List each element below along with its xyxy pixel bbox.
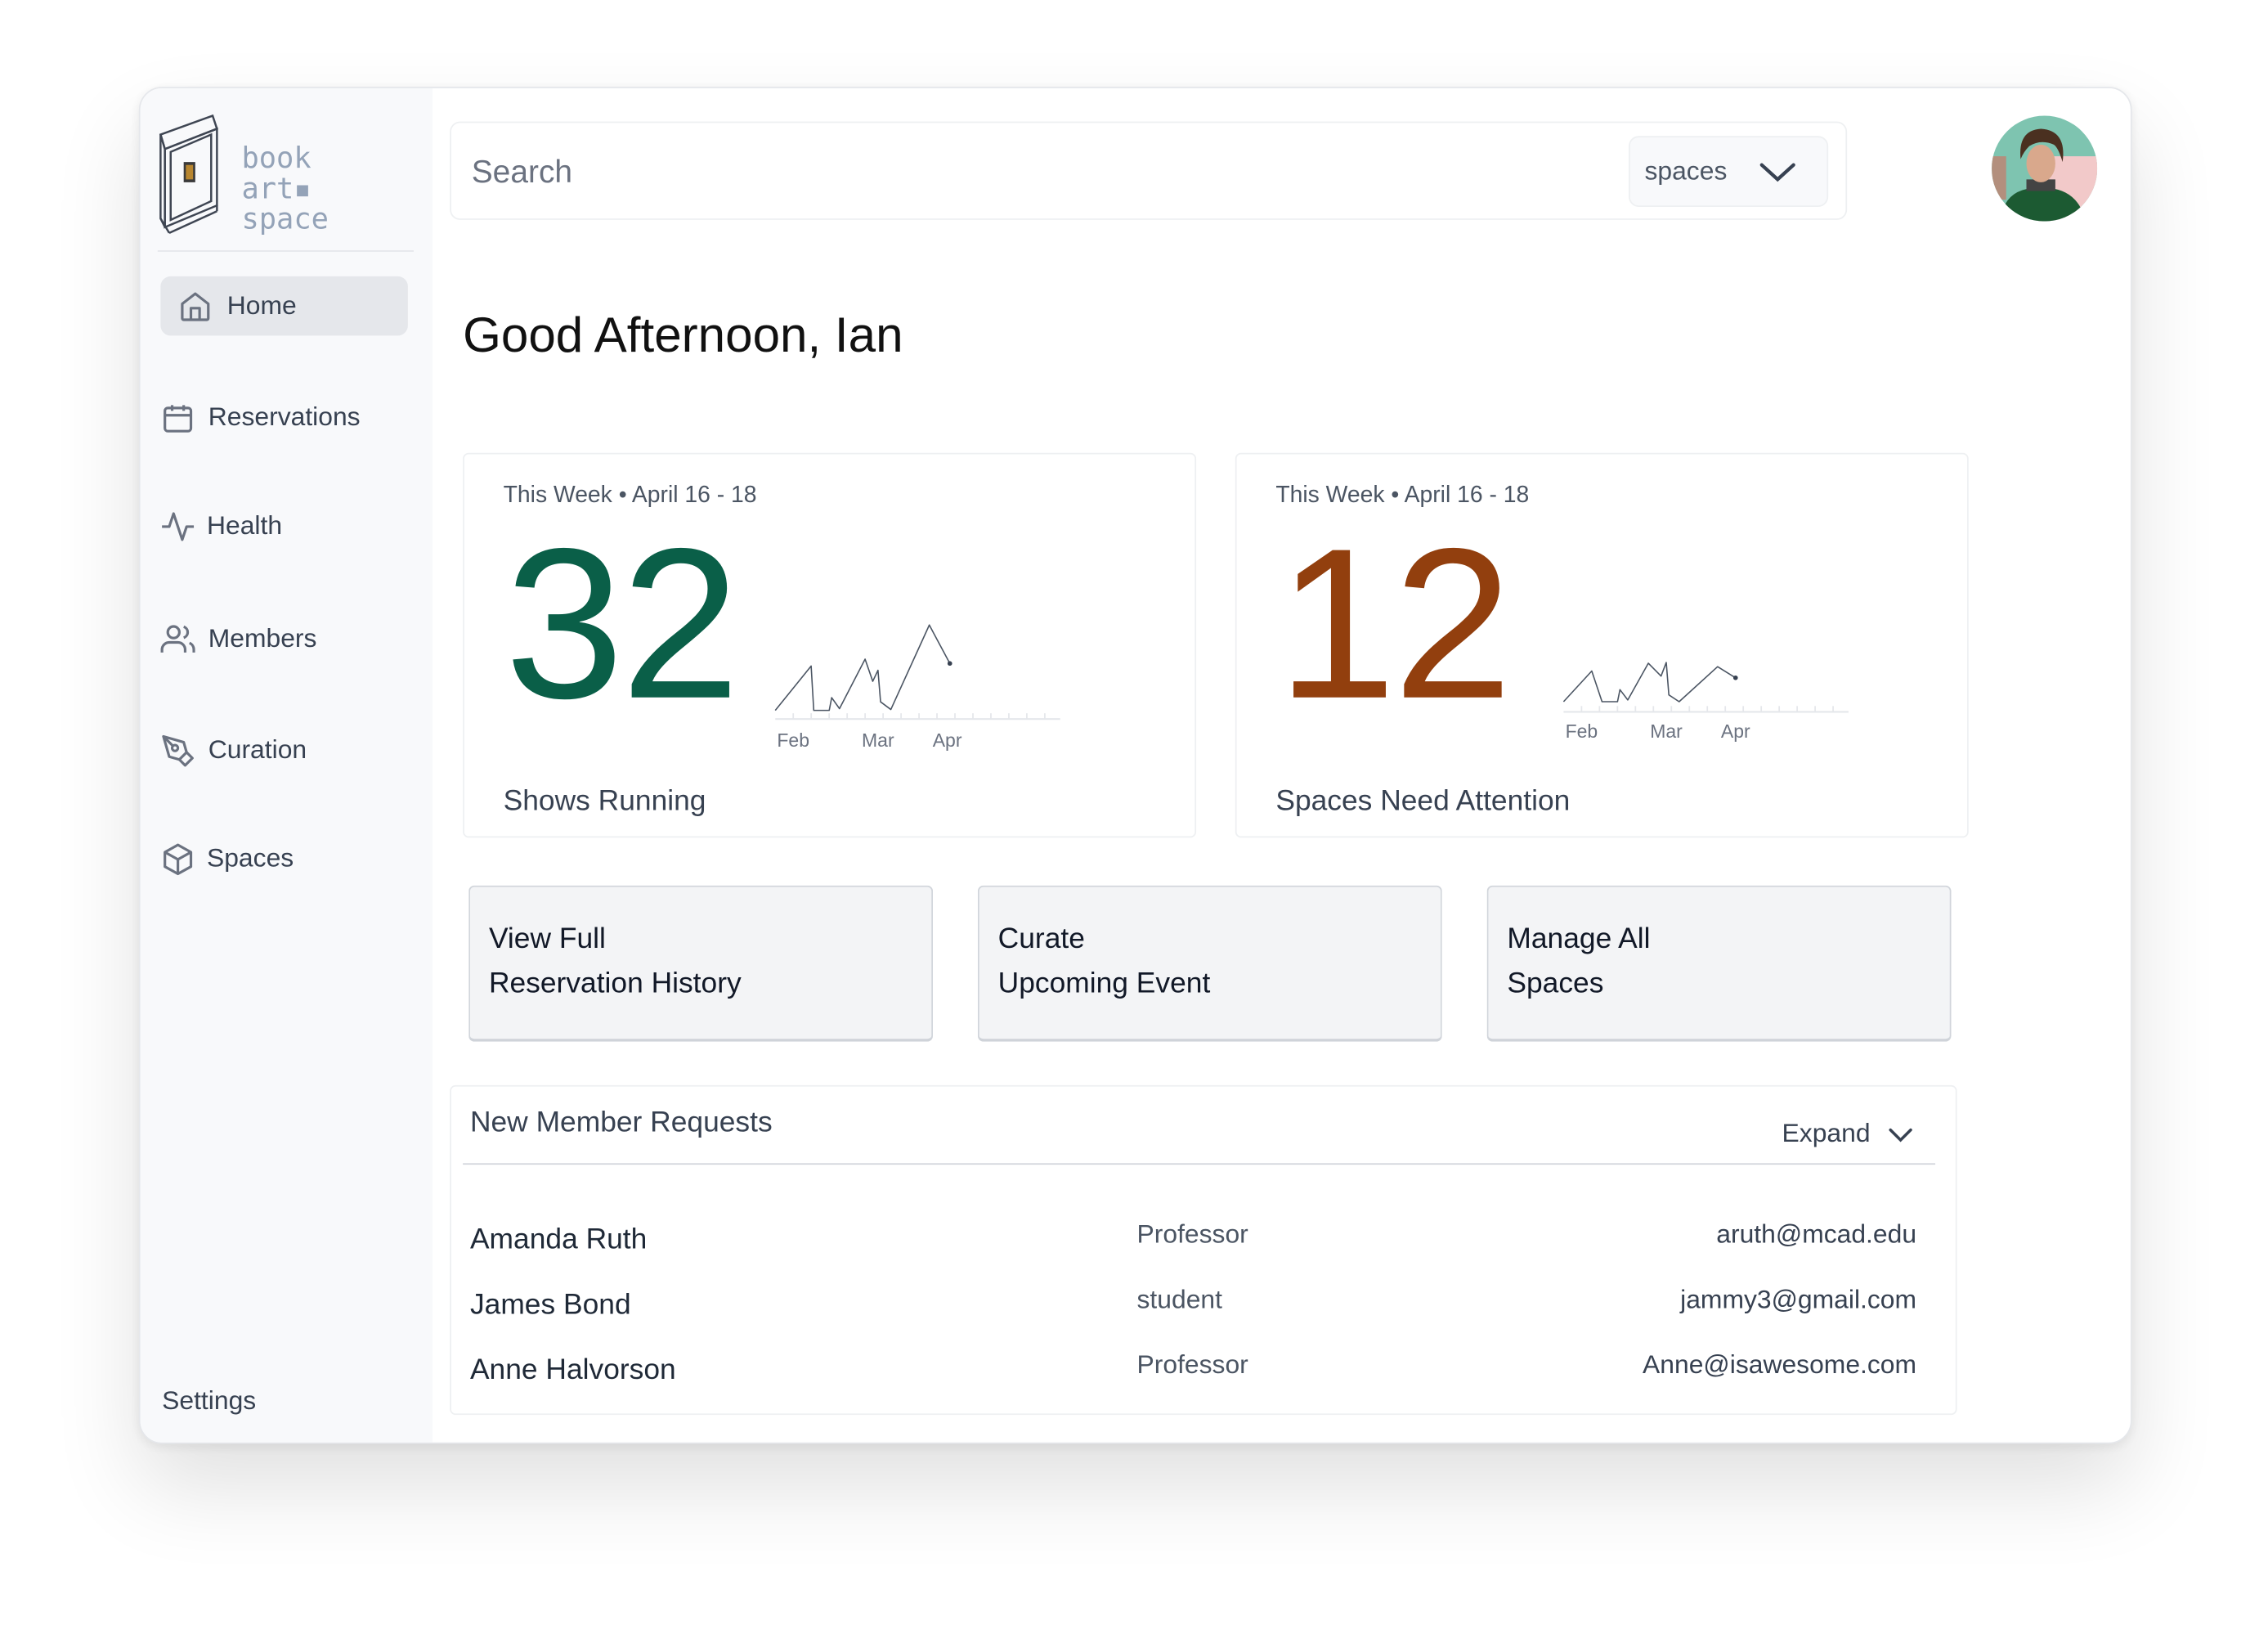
calendar-icon [164,404,193,432]
sidebar-item-label: Spaces [206,843,294,873]
button-label: View Full [488,922,606,955]
avatar[interactable] [1992,115,2098,222]
sidebar-item-label: Members [208,623,317,653]
manage-all-spaces-button[interactable]: Manage All Spaces [1486,885,1952,1042]
button-label: Upcoming Event [997,967,1211,1000]
search-bar: spaces [450,121,1848,222]
sidebar-item-label: Curation [208,734,307,765]
button-label: Manage All [1507,922,1651,955]
user-photo [1992,115,2098,222]
sidebar-item-curation[interactable]: Curation [143,720,391,780]
search-scope-dropdown[interactable]: spaces [1629,136,1829,207]
expand-label: Expand [1782,1118,1871,1147]
sidebar: book art▪ space Home Reservations Health… [140,88,433,1443]
users-icon [160,624,195,652]
book-frame-logo-icon [159,114,218,234]
member-email: Anne@isawesome.com [1643,1349,1917,1379]
member-email: aruth@mcad.edu [1716,1219,1917,1249]
panel-divider [463,1163,1936,1165]
panel-title: New Member Requests [469,1107,773,1139]
search-scope-value: spaces [1644,156,1728,186]
table-row[interactable]: Amanda Ruth Professor aruth@mcad.edu [451,1219,1956,1268]
sidebar-item-label: Health [206,510,283,540]
page-title: Good Afternoon, Ian [463,307,903,364]
logo-line: book [241,140,312,176]
table-row[interactable]: James Bond student jammy3@gmail.com [451,1285,1956,1332]
stat-card-attention[interactable]: This Week • April 16 - 18 12 Feb Mar Apr S… [1235,452,1969,838]
member-role: Professor [1136,1349,1248,1379]
button-label: Spaces [1507,967,1604,1000]
stat-label: Spaces Need Attention [1275,785,1571,818]
sparkline-line [774,624,951,712]
logo[interactable]: book art▪ space [158,114,404,236]
logo-line: art▪ [241,170,312,206]
logo-line: space [241,200,329,236]
sparkline-month-label: Mar [862,729,894,751]
pen-tool-icon [162,734,194,766]
sidebar-item-health[interactable]: Health [143,496,391,556]
chevron-down-icon [1759,162,1795,182]
app-window: book art▪ space Home Reservations Health… [138,87,2132,1444]
sparkline-chart: Feb Mar Apr [774,624,1060,751]
curate-upcoming-event-button[interactable]: Curate Upcoming Event [977,885,1442,1042]
expand-button[interactable]: Expand [1782,1119,1914,1149]
sparkline-month-label: Feb [1566,720,1598,742]
sidebar-item-reservations[interactable]: Reservations [143,388,391,447]
logo-wordmark: book art▪ space [241,140,329,236]
member-name: Anne Halvorson [469,1353,676,1386]
search-input[interactable] [468,123,1603,222]
sparkline-month-label: Apr [1721,720,1750,742]
sidebar-item-members[interactable]: Members [143,609,391,669]
member-role: Professor [1136,1219,1248,1249]
stat-value: 12 [1277,505,1513,744]
stat-card-shows[interactable]: This Week • April 16 - 18 32 Feb Mar Apr S… [463,452,1197,838]
home-icon [181,291,210,321]
sparkline-endpoint [947,661,952,667]
sidebar-item-label: Home [226,290,297,320]
chevron-down-icon [1889,1128,1912,1142]
stat-label: Shows Running [503,785,706,818]
member-email: jammy3@gmail.com [1680,1284,1917,1314]
sparkline-month-label: Mar [1650,720,1683,742]
box-icon [164,842,193,875]
sidebar-item-label: Reservations [208,402,361,432]
member-name: Amanda Ruth [469,1223,648,1256]
sidebar-item-home[interactable]: Home [160,276,408,336]
sparkline-month-label: Apr [933,729,962,751]
stat-period: This Week • April 16 - 18 [503,483,757,508]
sidebar-divider [157,250,414,252]
table-row[interactable]: Anne Halvorson Professor Anne@isawesome.… [451,1350,1956,1398]
stat-value: 32 [504,505,740,744]
member-name: James Bond [469,1289,631,1322]
view-reservation-history-button[interactable]: View Full Reservation History [468,885,934,1042]
button-label: Reservation History [488,967,742,1000]
sidebar-item-spaces[interactable]: Spaces [143,829,391,889]
new-member-requests-panel: New Member Requests Expand Amanda Ruth P… [450,1084,1957,1416]
member-role: student [1136,1284,1222,1314]
activity-icon [162,511,195,541]
sparkline-endpoint [1732,675,1738,680]
sparkline-month-label: Feb [777,729,809,751]
stat-period: This Week • April 16 - 18 [1275,483,1530,508]
sparkline-chart: Feb Mar Apr [1562,662,1849,742]
sparkline-line [1562,662,1737,703]
sidebar-item-settings[interactable]: Settings [162,1385,257,1416]
button-label: Curate [997,922,1085,955]
